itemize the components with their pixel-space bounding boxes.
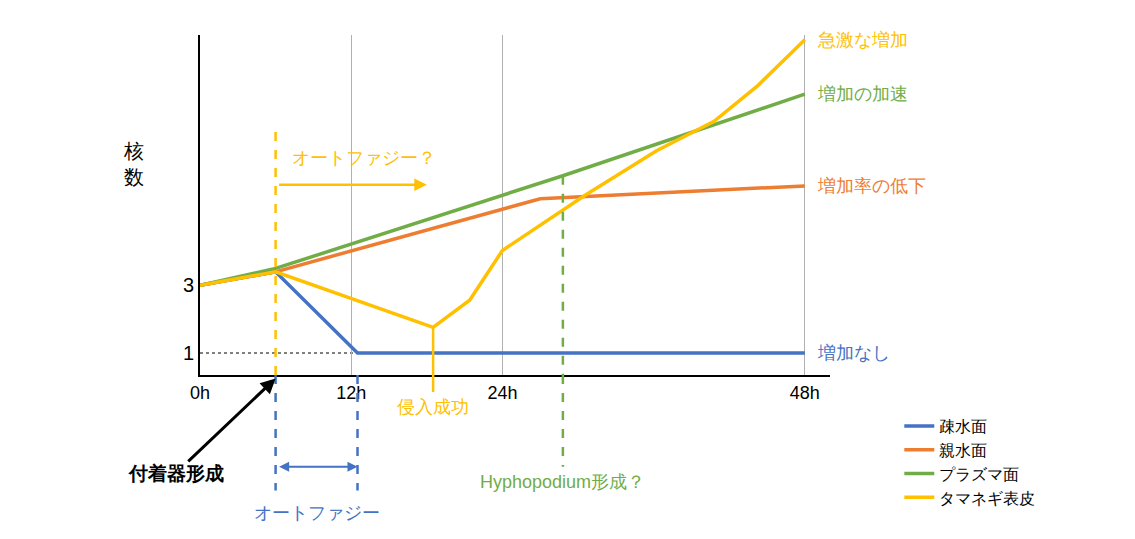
svg-text:急激な増加: 急激な増加 — [817, 30, 908, 50]
svg-text:タマネギ表皮: タマネギ表皮 — [939, 490, 1035, 507]
svg-text:増加なし: 増加なし — [817, 343, 890, 363]
svg-text:オートファジー？: オートファジー？ — [292, 148, 436, 168]
svg-text:24h: 24h — [487, 383, 517, 403]
svg-text:増加の加速: 増加の加速 — [817, 84, 908, 104]
svg-text:付着器形成: 付着器形成 — [128, 463, 224, 484]
svg-text:親水面: 親水面 — [939, 442, 987, 459]
svg-text:48h: 48h — [790, 383, 820, 403]
svg-text:Hyphopodium形成？: Hyphopodium形成？ — [480, 472, 645, 492]
svg-text:増加率の低下: 増加率の低下 — [817, 176, 926, 196]
svg-text:疎水面: 疎水面 — [939, 418, 987, 435]
svg-text:プラズマ面: プラズマ面 — [939, 466, 1019, 483]
svg-text:0h: 0h — [190, 383, 210, 403]
svg-text:3: 3 — [183, 274, 194, 296]
svg-text:侵入成功: 侵入成功 — [397, 397, 469, 417]
svg-text:核数: 核数 — [123, 140, 144, 188]
svg-text:1: 1 — [183, 342, 194, 364]
svg-text:オートファジー: オートファジー — [254, 503, 380, 523]
svg-text:12h: 12h — [336, 383, 366, 403]
